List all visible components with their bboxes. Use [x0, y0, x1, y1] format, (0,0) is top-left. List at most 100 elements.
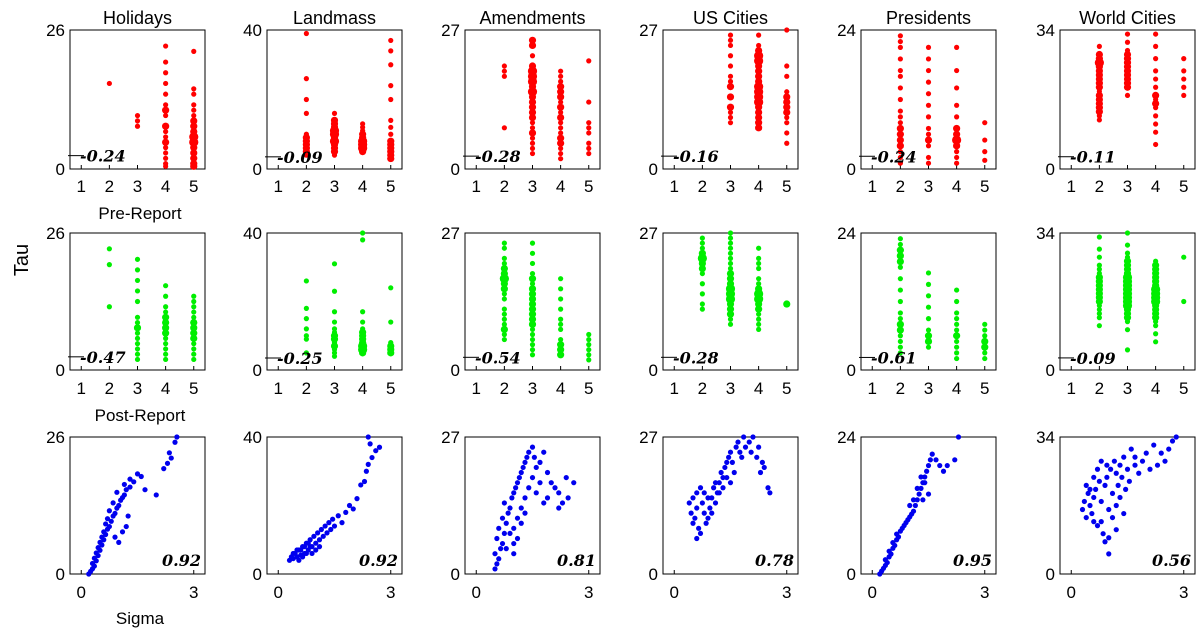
panel-sigma-amendments-point [498, 546, 504, 552]
panel-sigma-us-cities-point [724, 459, 730, 465]
panel-sigma-world-cities-point [1154, 462, 1161, 468]
panel-sigma-us-cities-point [694, 505, 700, 511]
panel-pre-report-presidents-point [925, 79, 932, 85]
panel-post-report-amendments-point [529, 352, 536, 358]
panel-pre-report-amendments-point [528, 113, 537, 122]
panel-sigma-landmass-point [320, 533, 326, 539]
panel-sigma-holidays-point [125, 513, 131, 519]
panel-sigma-world-cities-point [1109, 490, 1116, 497]
panel-sigma-presidents-point [940, 468, 947, 474]
panel-sigma-landmass-point [358, 482, 364, 488]
panel-sigma-world-cities-point [1151, 442, 1157, 448]
panel-post-report-holidays-point [134, 314, 141, 320]
panel-post-report-presidents-point [925, 293, 932, 299]
panel-post-report-landmass: 0 40 1 2 3 4 5 -0.25 [243, 224, 403, 398]
panel-pre-report-world-cities-point [1153, 105, 1159, 111]
panel-pre-report-amendments-point [501, 73, 507, 79]
panel-sigma-amendments-point [496, 556, 502, 562]
panel-sigma-amendments-point [548, 480, 554, 486]
panel-sigma-amendments-point [511, 551, 517, 557]
panel-pre-report-amendments-title: Amendments [479, 8, 585, 28]
panel-pre-report-world-cities-point [1153, 76, 1159, 82]
panel-post-report-world-cities-point [1096, 234, 1102, 240]
panel-post-report-amendments-point [501, 245, 507, 251]
panel-post-report-presidents-point [981, 343, 989, 351]
panel-pre-report-us-cities-point [727, 114, 734, 121]
panel-pre-report-amendments-point [557, 113, 565, 122]
panel-sigma-world-cities-point [1098, 498, 1104, 505]
panel-post-report-holidays-point [163, 283, 169, 289]
y-axis-label: Tau [11, 244, 33, 276]
panel-sigma-amendments-point [529, 444, 536, 450]
panel-post-report-amendments-point [528, 290, 537, 298]
panel-sigma-us-cities-point [692, 515, 698, 521]
panel-sigma-amendments-point [499, 540, 506, 547]
panel-post-report-amendments-point [558, 316, 564, 322]
panel-sigma-world-cities-point [1091, 494, 1097, 501]
panel-sigma-world-cities-point [1115, 482, 1121, 488]
panel-post-report-presidents-point [954, 287, 960, 293]
panel-sigma-amendments-point [533, 490, 539, 496]
panel-pre-report-landmass-xtick-label: 3 [330, 177, 339, 196]
panel-sigma-world-cities-point [1083, 482, 1089, 488]
panel-sigma-us-cities-point [699, 500, 705, 506]
panel-sigma-presidents-point [907, 502, 913, 509]
panel-pre-report-amendments-point [586, 130, 592, 136]
panel-post-report-us-cities-point [698, 264, 706, 273]
panel-sigma-holidays-point [108, 518, 114, 524]
panel-post-report-world-cities-point [1096, 302, 1102, 309]
panel-sigma-world-cities-point [1087, 486, 1093, 492]
panel-pre-report-landmass-xtick-label: 5 [386, 177, 395, 196]
panel-sigma-landmass-point [324, 530, 330, 536]
panel-post-report-amendments-point [557, 351, 565, 359]
panel-pre-report-world-cities-point [1123, 83, 1132, 91]
panel-pre-report-holidays-xtick-label: 1 [77, 177, 86, 196]
panel-pre-report-holidays-point [162, 122, 170, 130]
panel-sigma-holidays-point [112, 510, 118, 517]
panel-pre-report-amendments-point [528, 93, 537, 101]
panel-pre-report-amendments-point [528, 98, 537, 106]
panel-pre-report-holidays-point [189, 137, 199, 147]
panel-sigma-us-cities-point [707, 505, 713, 511]
panel-sigma-holidays-point [112, 534, 118, 540]
panel-sigma-us-cities-point [757, 469, 764, 476]
panel-post-report-world-cities-point [1153, 339, 1159, 345]
panel-sigma-world-cities-point [1098, 458, 1104, 464]
panel-post-report-holidays-point [191, 351, 197, 357]
panel-sigma-world-cities-point [1132, 454, 1138, 460]
panel-post-report-amendments-point [528, 275, 537, 283]
panel-pre-report-presidents-point [897, 149, 903, 155]
panel-pre-report-world-cities-point [1096, 113, 1102, 119]
panel-sigma-holidays-point [99, 534, 105, 540]
panel-post-report-landmass-xtick-label: 3 [330, 379, 339, 398]
panel-post-report-holidays-point [191, 341, 197, 347]
panel-sigma-holidays-point [104, 516, 111, 522]
panel-sigma-presidents-point [901, 522, 907, 529]
panel-pre-report-landmass-point [388, 48, 394, 54]
panel-post-report-amendments-point [529, 250, 536, 256]
panel-post-report-presidents-xtick-label: 1 [868, 379, 877, 398]
panel-sigma-amendments-point [522, 495, 528, 501]
panel-sigma-us-cities-xtick-label: 3 [782, 583, 791, 602]
panel-sigma-landmass-point [363, 468, 369, 474]
panel-sigma-amendments-point [529, 474, 536, 481]
panel-post-report-us-cities-xtick-label: 1 [670, 379, 679, 398]
panel-pre-report-presidents-title: Presidents [886, 8, 971, 28]
panel-sigma-landmass-point [316, 544, 323, 550]
panel-sigma-us-cities-xtick-label: 0 [670, 583, 679, 602]
panel-post-report-amendments-point [529, 260, 536, 267]
panel-pre-report-us-cities-point [727, 37, 734, 43]
panel-sigma-amendments-point [563, 474, 569, 481]
panel-sigma-amendments-point [494, 561, 500, 567]
panel-pre-report-us-cities-point [727, 120, 734, 126]
panel-post-report-presidents-point [953, 332, 961, 340]
panel-post-report-landmass-xtick-label: 4 [358, 379, 367, 398]
panel-sigma-holidays-point [114, 489, 120, 495]
panel-post-report-amendments-point [501, 331, 507, 338]
panel-post-report-holidays-point [133, 324, 142, 332]
panel-sigma-world-cities-point [1094, 523, 1101, 529]
panel-sigma-presidents-ytick-label: 24 [837, 428, 856, 447]
panel-sigma-holidays-point [95, 545, 101, 551]
panel-post-report-holidays-point [163, 346, 169, 352]
panel-sigma-landmass-point [339, 520, 345, 526]
